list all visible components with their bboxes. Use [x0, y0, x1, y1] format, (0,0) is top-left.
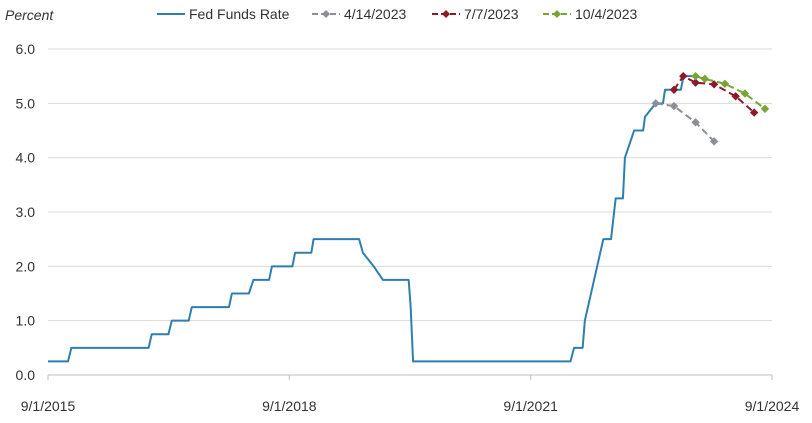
y-tick-label: 1.0: [16, 313, 36, 329]
series-line-4-14-2023: [655, 102, 715, 143]
legend-label: 10/4/2023: [575, 6, 637, 22]
data-point: [669, 101, 679, 111]
data-point: [720, 79, 730, 88]
data-point: [691, 118, 700, 127]
y-tick-label: 3.0: [16, 204, 36, 220]
legend-item-7-7-2023: 7/7/2023: [432, 6, 519, 22]
data-point: [760, 104, 770, 113]
y-axis-title: Percent: [5, 7, 54, 23]
legend-label: 7/7/2023: [464, 6, 519, 22]
data-point: [731, 92, 740, 101]
legend-item-fed-funds-rate: Fed Funds Rate: [157, 6, 290, 22]
data-point: [669, 85, 679, 94]
legend-item-4-14-2023: 4/14/2023: [312, 6, 406, 22]
y-tick-labels: 0.0 1.0 2.0 3.0 4.0 5.0 6.0: [16, 41, 36, 383]
x-tick-label: 9/1/2024: [745, 398, 800, 414]
series-line-fed-funds-rate: [48, 75, 699, 363]
series-10-4-2023: [691, 71, 770, 113]
data-point: [709, 137, 719, 146]
data-point: [651, 99, 660, 108]
x-tick-label: 9/1/2015: [21, 398, 76, 414]
data-point: [679, 71, 688, 81]
y-tick-label: 5.0: [16, 95, 36, 111]
series-4-14-2023: [651, 99, 719, 146]
legend: Fed Funds Rate 4/14/2023 7/7/2023 10/4/2023: [157, 6, 637, 22]
legend-label: Fed Funds Rate: [189, 6, 290, 22]
data-point: [691, 78, 700, 87]
data-point: [709, 80, 719, 89]
x-tick-label: 9/1/2021: [503, 398, 558, 414]
legend-marker: [442, 10, 450, 18]
y-tick-label: 4.0: [16, 150, 36, 166]
data-point: [700, 74, 710, 84]
series-fed-funds-rate: [48, 75, 699, 363]
legend-marker: [322, 10, 330, 18]
y-tick-label: 0.0: [16, 367, 36, 383]
data-point: [691, 71, 700, 81]
data-point: [740, 89, 750, 98]
x-tick-labels: 9/1/2015 9/1/2018 9/1/2021 9/1/2024: [21, 375, 800, 414]
x-tick-label: 9/1/2018: [262, 398, 317, 414]
y-tick-label: 2.0: [16, 258, 36, 274]
data-point: [749, 108, 759, 117]
gridlines: [48, 48, 772, 322]
legend-item-10-4-2023: 10/4/2023: [543, 6, 637, 22]
series-layer: [48, 71, 770, 363]
y-tick-label: 6.0: [16, 41, 36, 57]
legend-marker: [553, 10, 561, 18]
legend-label: 4/14/2023: [344, 6, 406, 22]
series-7-7-2023: [669, 71, 759, 117]
